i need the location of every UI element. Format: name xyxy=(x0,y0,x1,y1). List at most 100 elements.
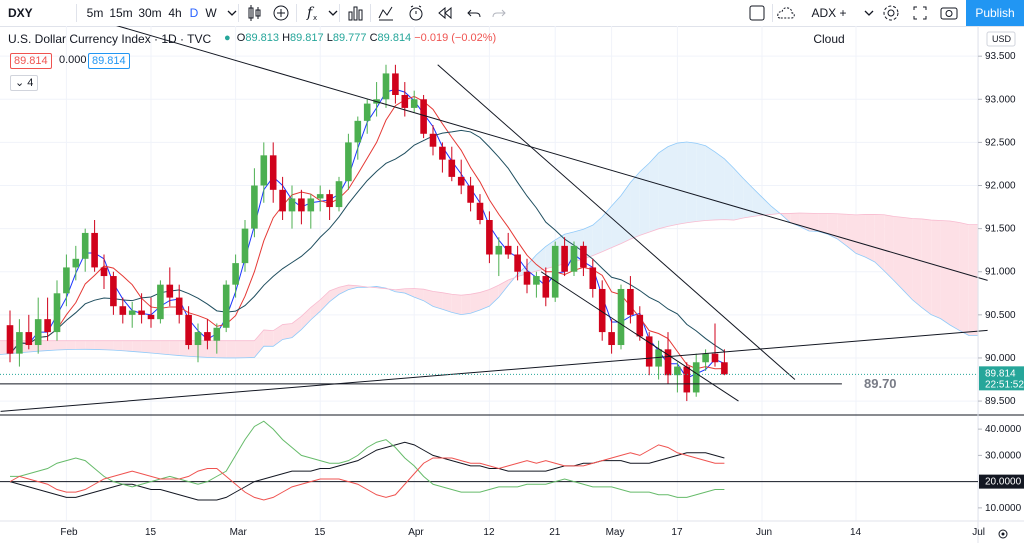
cloud-segment xyxy=(292,316,302,338)
candle-body xyxy=(128,310,136,315)
fullscreen-icon[interactable] xyxy=(909,0,931,26)
candle xyxy=(25,314,33,350)
replay-icon[interactable] xyxy=(434,0,456,26)
candle xyxy=(533,271,540,298)
candle xyxy=(298,189,305,225)
candle-body xyxy=(307,198,315,212)
cloud-segment xyxy=(668,143,678,227)
cloud-segment xyxy=(207,340,217,358)
ma-slow-line xyxy=(9,129,725,354)
cloud-icon[interactable] xyxy=(775,0,797,26)
cloud-segment xyxy=(715,151,725,220)
candle-body xyxy=(636,314,644,337)
candle-body xyxy=(683,366,691,393)
chevron-down-icon[interactable] xyxy=(322,0,344,26)
cloud-segment xyxy=(132,340,142,353)
candle-body xyxy=(692,362,700,393)
indicators-collapse-button[interactable]: ⌄ 4 xyxy=(10,75,39,91)
low-value: 89.777 xyxy=(332,32,367,44)
chevron-down-icon[interactable] xyxy=(221,0,243,26)
candle xyxy=(495,237,503,277)
candle xyxy=(504,232,512,259)
candle-body xyxy=(194,332,202,346)
candle-body xyxy=(25,332,33,346)
cloud-span-b xyxy=(0,212,979,342)
interval-w[interactable]: W xyxy=(205,6,217,20)
cloud-segment xyxy=(442,292,452,313)
cloud-segment xyxy=(404,288,415,298)
candle xyxy=(674,362,681,393)
candle xyxy=(34,297,42,354)
candle-body xyxy=(420,99,427,134)
chevron-down-icon[interactable] xyxy=(858,0,880,26)
layout-icon[interactable] xyxy=(746,0,768,26)
candle-body xyxy=(81,232,89,259)
adx-tick-label: 10.0000 xyxy=(985,503,1022,514)
interval-d[interactable]: D xyxy=(189,6,199,20)
candle-body xyxy=(63,267,70,294)
low-label: L xyxy=(326,32,333,44)
y-tick-label: 91.500 xyxy=(985,224,1016,235)
financials-icon[interactable] xyxy=(344,0,366,26)
candle-body xyxy=(363,103,371,121)
candle xyxy=(157,280,164,324)
candle xyxy=(392,64,399,104)
candle-body xyxy=(138,310,145,315)
candle-body xyxy=(589,267,597,289)
candle xyxy=(6,310,14,363)
axis-settings-icon[interactable] xyxy=(998,529,1008,539)
candle xyxy=(81,228,89,272)
interval-30m[interactable]: 30m xyxy=(138,6,162,20)
undo-icon[interactable] xyxy=(463,0,485,26)
cloud-segment xyxy=(884,214,894,281)
cloud-segment xyxy=(912,218,922,308)
cloud-segment xyxy=(968,224,979,336)
interval-15m[interactable]: 15m xyxy=(109,6,133,20)
candle-body xyxy=(241,228,249,264)
x-tick-label: May xyxy=(606,527,625,538)
candles-icon[interactable] xyxy=(243,0,265,26)
candle xyxy=(63,254,70,307)
add-compare-icon[interactable] xyxy=(270,0,292,26)
candle xyxy=(72,245,80,281)
x-tick-label: 15 xyxy=(145,527,157,538)
interval-5m[interactable]: 5m xyxy=(86,6,104,20)
candle xyxy=(683,362,691,402)
alert-icon[interactable] xyxy=(405,0,427,26)
settings-icon[interactable] xyxy=(880,0,902,26)
high-value: 89.817 xyxy=(290,32,324,44)
change-value: −0.019 (−0.02%) xyxy=(414,32,497,44)
cloud-segment xyxy=(47,340,57,351)
toolbar-divider xyxy=(339,4,340,22)
cloud-segment xyxy=(846,214,856,254)
candle xyxy=(542,267,550,307)
candle-body xyxy=(16,332,23,354)
candle-body xyxy=(570,245,578,272)
support-label: 89.70 xyxy=(864,376,897,391)
symbol-search[interactable]: DXY xyxy=(8,6,33,20)
symbol-title[interactable]: U.S. Dollar Currency Index · 1D · TVC xyxy=(8,32,212,46)
snapshot-icon[interactable] xyxy=(938,0,960,26)
cloud-segment xyxy=(169,340,180,356)
cloud-segment xyxy=(602,205,612,252)
candle-body xyxy=(72,258,80,268)
chart-area[interactable]: 89.70 93.500 93.000 92.500 92.000 91.500 91.00… xyxy=(0,26,1024,543)
cloud-segment xyxy=(339,285,349,295)
cloud-segment xyxy=(724,158,734,221)
cloud-segment xyxy=(705,145,715,221)
interval-4h[interactable]: 4h xyxy=(168,6,182,20)
cloud-segment xyxy=(630,171,640,240)
candle-body xyxy=(260,155,268,186)
templates-icon[interactable] xyxy=(375,0,397,26)
open-value: 89.813 xyxy=(245,32,279,44)
x-tick-label: Jun xyxy=(756,527,772,538)
y-tick-label: 93.500 xyxy=(985,51,1016,62)
redo-icon[interactable] xyxy=(488,0,510,26)
publish-button[interactable]: Publish xyxy=(966,0,1024,26)
indicator-template-name[interactable]: ADX + Cloud xyxy=(811,6,847,46)
gear-center xyxy=(1001,532,1005,536)
candle xyxy=(363,99,371,134)
candle xyxy=(551,241,559,302)
gear-ring xyxy=(998,529,1008,539)
